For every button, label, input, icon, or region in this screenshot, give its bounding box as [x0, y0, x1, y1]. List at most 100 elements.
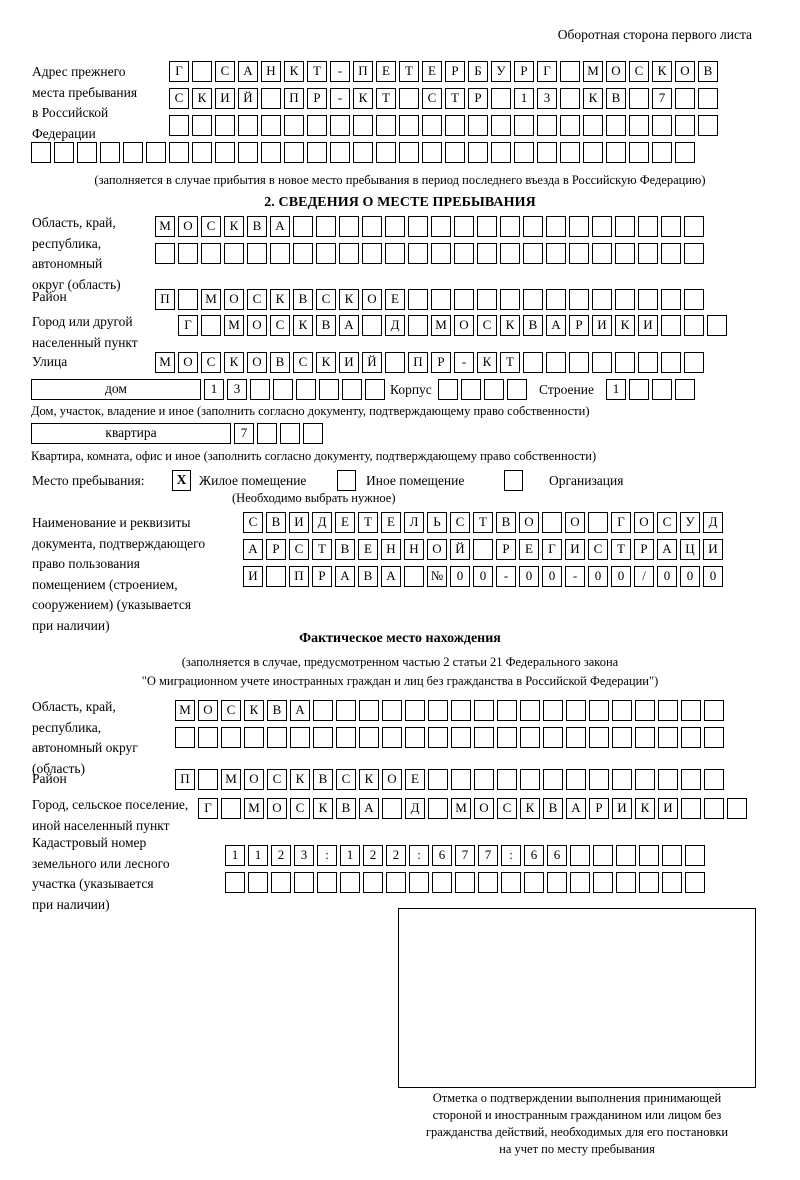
korpus-cell-2[interactable] — [461, 379, 481, 400]
prev-address-r4-cell-14[interactable] — [330, 142, 350, 163]
cadastral-r1-cell-10[interactable]: 6 — [432, 845, 452, 866]
document-r1-cell-13[interactable]: О — [519, 512, 539, 533]
prev-address-r3-cell-23[interactable] — [675, 115, 695, 136]
document-r1-cell-18[interactable]: О — [634, 512, 654, 533]
document-r3-cell-6[interactable]: В — [358, 566, 378, 587]
document-r3-cell-9[interactable]: № — [427, 566, 447, 587]
street-cell-4[interactable]: К — [224, 352, 244, 373]
fact-region-r2-cell-23[interactable] — [681, 727, 701, 748]
street-cell-16[interactable]: Т — [500, 352, 520, 373]
region-r1-cell-16[interactable] — [500, 216, 520, 237]
cadastral-r2-cell-1[interactable] — [225, 872, 245, 893]
region-r2-cell-14[interactable] — [454, 243, 474, 264]
prev-address-r4-cell-6[interactable] — [146, 142, 166, 163]
prev-address-r4-cell-4[interactable] — [100, 142, 120, 163]
region-r2-cell-1[interactable] — [155, 243, 175, 264]
prev-address-r3-cell-11[interactable] — [399, 115, 419, 136]
cadastral-r2-cell-16[interactable] — [570, 872, 590, 893]
fact-city-cell-21[interactable]: И — [658, 798, 678, 819]
fact-region-r2-cell-22[interactable] — [658, 727, 678, 748]
region-r2-cell-15[interactable] — [477, 243, 497, 264]
district-cell-13[interactable] — [431, 289, 451, 310]
document-r2-cell-18[interactable]: Р — [634, 539, 654, 560]
fact-district-cell-19[interactable] — [589, 769, 609, 790]
street-cell-7[interactable]: С — [293, 352, 313, 373]
prev-address-r3-cell-19[interactable] — [583, 115, 603, 136]
fact-district-cell-6[interactable]: К — [290, 769, 310, 790]
fact-region-r2-cell-9[interactable] — [359, 727, 379, 748]
district-cell-23[interactable] — [661, 289, 681, 310]
document-r3-cell-20[interactable]: 0 — [680, 566, 700, 587]
district-cell-17[interactable] — [523, 289, 543, 310]
cadastral-r1-cell-5[interactable]: : — [317, 845, 337, 866]
fact-region-r1-cell-1[interactable]: М — [175, 700, 195, 721]
stay-type-option-1-checkbox[interactable]: Х — [172, 470, 191, 491]
fact-city-cell-22[interactable] — [681, 798, 701, 819]
fact-region-r1-cell-14[interactable] — [474, 700, 494, 721]
prev-address-r1-cell-2[interactable] — [192, 61, 212, 82]
district-cell-8[interactable]: С — [316, 289, 336, 310]
cadastral-r2-cell-14[interactable] — [524, 872, 544, 893]
region-r1-cell-13[interactable] — [431, 216, 451, 237]
fact-district-cell-1[interactable]: П — [175, 769, 195, 790]
cadastral-row-2[interactable] — [225, 872, 705, 893]
document-r1-cell-9[interactable]: Ь — [427, 512, 447, 533]
region-r1-cell-6[interactable]: А — [270, 216, 290, 237]
prev-address-r1-cell-17[interactable]: Г — [537, 61, 557, 82]
prev-address-r2-cell-20[interactable]: В — [606, 88, 626, 109]
document-r2-cell-19[interactable]: А — [657, 539, 677, 560]
street-cell-10[interactable]: Й — [362, 352, 382, 373]
fact-region-r1-cell-2[interactable]: О — [198, 700, 218, 721]
document-r2-cell-5[interactable]: В — [335, 539, 355, 560]
region-r1-cell-21[interactable] — [615, 216, 635, 237]
document-r1-cell-5[interactable]: Е — [335, 512, 355, 533]
document-r2-cell-10[interactable]: Й — [450, 539, 470, 560]
prev-address-r1-cell-10[interactable]: Е — [376, 61, 396, 82]
prev-address-r4-cell-2[interactable] — [54, 142, 74, 163]
fact-region-r1-cell-8[interactable] — [336, 700, 356, 721]
document-r1-cell-14[interactable] — [542, 512, 562, 533]
prev-address-r3-cell-9[interactable] — [353, 115, 373, 136]
prev-address-r3-cell-21[interactable] — [629, 115, 649, 136]
street-cell-23[interactable] — [661, 352, 681, 373]
document-r1-cell-21[interactable]: Д — [703, 512, 723, 533]
fact-city-cell-14[interactable]: С — [497, 798, 517, 819]
document-r1-cell-19[interactable]: С — [657, 512, 677, 533]
street-cell-9[interactable]: И — [339, 352, 359, 373]
city-cell-8[interactable]: А — [339, 315, 359, 336]
fact-city-cell-2[interactable] — [221, 798, 241, 819]
fact-region-r2-cell-1[interactable] — [175, 727, 195, 748]
flat-number-row[interactable]: 7 — [234, 423, 323, 444]
prev-address-r3-cell-2[interactable] — [192, 115, 212, 136]
region-r2-cell-4[interactable] — [224, 243, 244, 264]
city-cell-4[interactable]: О — [247, 315, 267, 336]
fact-region-r2-cell-6[interactable] — [290, 727, 310, 748]
document-r1-cell-16[interactable] — [588, 512, 608, 533]
cadastral-r1-cell-19[interactable] — [639, 845, 659, 866]
document-r1-cell-15[interactable]: О — [565, 512, 585, 533]
document-r1-cell-20[interactable]: У — [680, 512, 700, 533]
district-cell-2[interactable] — [178, 289, 198, 310]
region-r1-cell-9[interactable] — [339, 216, 359, 237]
fact-region-r1-cell-16[interactable] — [520, 700, 540, 721]
prev-address-r2-cell-21[interactable] — [629, 88, 649, 109]
cadastral-r1-cell-2[interactable]: 1 — [248, 845, 268, 866]
district-cell-10[interactable]: О — [362, 289, 382, 310]
fact-region-r1-cell-24[interactable] — [704, 700, 724, 721]
fact-region-r1-cell-3[interactable]: С — [221, 700, 241, 721]
prev-address-r2-cell-15[interactable] — [491, 88, 511, 109]
fact-region-r1-cell-23[interactable] — [681, 700, 701, 721]
fact-district-cell-12[interactable] — [428, 769, 448, 790]
cadastral-r1-cell-12[interactable]: 7 — [478, 845, 498, 866]
cadastral-r2-cell-7[interactable] — [363, 872, 383, 893]
prev-address-r1-cell-24[interactable]: В — [698, 61, 718, 82]
prev-address-r1-cell-22[interactable]: К — [652, 61, 672, 82]
document-r3-cell-2[interactable] — [266, 566, 286, 587]
prev-address-r2-cell-13[interactable]: Т — [445, 88, 465, 109]
city-cell-6[interactable]: К — [293, 315, 313, 336]
city-cell-20[interactable]: К — [615, 315, 635, 336]
document-r2-cell-17[interactable]: Т — [611, 539, 631, 560]
